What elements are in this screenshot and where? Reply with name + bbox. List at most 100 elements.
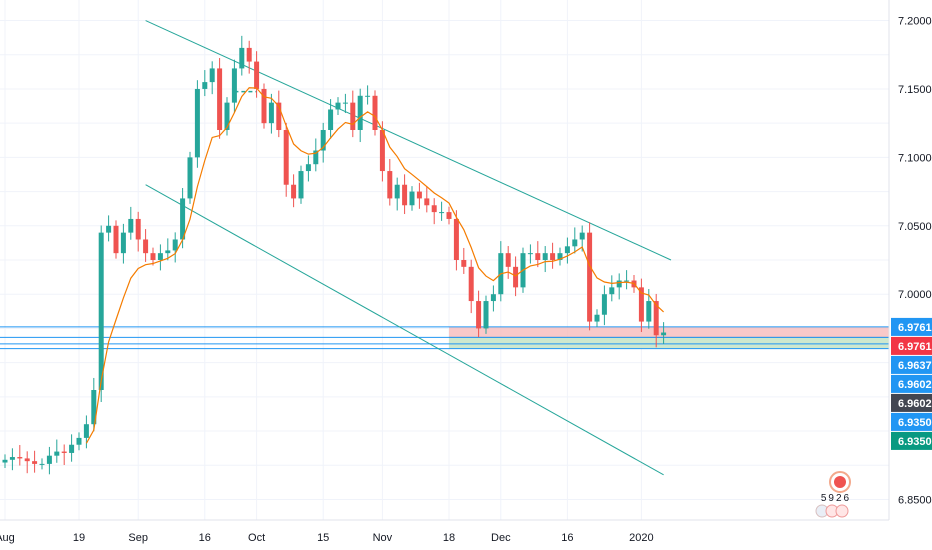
candle — [572, 227, 578, 254]
candle — [424, 186, 430, 213]
candle-body — [409, 191, 415, 206]
candle-body — [180, 198, 186, 240]
candle-body — [157, 253, 163, 260]
candle — [446, 206, 452, 225]
candle-body — [476, 301, 482, 329]
candle — [261, 83, 267, 129]
price-badge-label: 6.9602 — [898, 398, 932, 410]
price-badge-label: 6.9761 — [898, 322, 932, 334]
candle — [283, 122, 289, 197]
price-tick-label: 7.0500 — [898, 221, 932, 233]
candle — [550, 242, 556, 269]
stop-loss-zone — [449, 326, 889, 338]
candle — [165, 238, 171, 261]
candle-body — [601, 294, 607, 315]
candle-body — [357, 95, 363, 130]
time-tick-label: 19 — [73, 532, 85, 544]
candle-body — [379, 130, 385, 172]
candle — [357, 88, 363, 143]
price-badge-bg — [891, 393, 932, 412]
flag-icon — [829, 471, 851, 493]
candle-body — [217, 68, 223, 130]
candle — [409, 186, 415, 211]
candle — [431, 198, 437, 225]
candle — [91, 377, 97, 432]
candle — [113, 220, 119, 259]
candle — [276, 90, 282, 138]
candle-body — [587, 232, 593, 322]
candle — [328, 99, 334, 139]
candle — [527, 244, 533, 264]
price-badge-bg — [891, 355, 932, 374]
candle-body — [513, 266, 519, 288]
candle — [135, 211, 141, 252]
candle-body — [365, 95, 371, 97]
candle-body — [313, 150, 319, 165]
candle — [231, 59, 237, 114]
candle-body — [150, 253, 156, 260]
candle-body — [328, 109, 334, 130]
price-badge: 6.9602 — [891, 393, 932, 412]
candle — [468, 259, 474, 314]
candle — [490, 285, 496, 312]
candle-body — [32, 461, 38, 464]
candle-body — [83, 424, 89, 438]
candle — [335, 97, 341, 115]
candle — [624, 270, 630, 290]
price-axis: 7.2000 7.1500 7.1000 7.0500 7.0000 6.8500 — [898, 16, 932, 507]
candle-body — [39, 463, 45, 465]
candle — [239, 35, 245, 76]
candle-body — [246, 47, 252, 62]
price-tick-label: 7.0000 — [898, 289, 932, 301]
candle — [298, 165, 304, 204]
candle-body — [61, 451, 67, 453]
candle — [320, 122, 326, 163]
price-badge: 6.9602 — [891, 374, 932, 393]
candle — [616, 273, 622, 300]
candle-body — [342, 102, 348, 104]
candle-body — [143, 239, 149, 254]
candle-body — [609, 287, 615, 295]
candle — [32, 450, 38, 473]
candle-body — [128, 218, 134, 233]
candle-body — [439, 212, 445, 214]
time-axis: Aug 19 Sep 16 Oct 15 Nov 18 Dec 16 2020 — [0, 532, 654, 544]
candle-body — [594, 314, 600, 322]
candle — [416, 182, 422, 209]
candle-body — [579, 232, 585, 240]
price-badge-label: 6.9350 — [898, 436, 932, 448]
candle — [557, 247, 563, 266]
price-badge: 6.9637 — [891, 355, 932, 374]
candle — [254, 51, 260, 98]
horizontal-lines — [0, 326, 889, 350]
candle-body — [9, 457, 15, 460]
price-badge: 6.9350 — [891, 431, 932, 450]
price-badge-label: 6.9637 — [898, 360, 932, 372]
candle-body — [291, 184, 297, 199]
candle-body — [638, 287, 644, 322]
candle-body — [268, 102, 274, 124]
price-badge-bg — [891, 317, 932, 336]
candle — [9, 448, 15, 471]
candle-body — [490, 294, 496, 302]
candle — [609, 275, 615, 302]
candle — [2, 454, 8, 468]
candle-body — [661, 332, 667, 336]
time-tick-label: 16 — [199, 532, 211, 544]
price-badge: 6.9761 — [891, 317, 932, 336]
candle-body — [239, 47, 245, 69]
candle — [542, 246, 548, 273]
candle — [461, 247, 467, 274]
candle — [564, 237, 570, 264]
price-badge-label: 6.9761 — [898, 341, 932, 353]
candle-body — [468, 266, 474, 302]
price-badge-bg — [891, 412, 932, 431]
candle-body — [572, 239, 578, 247]
candle — [268, 93, 274, 134]
candle-body — [424, 198, 430, 206]
candle — [76, 432, 82, 451]
candle-body — [69, 444, 75, 453]
take-profit-zone — [449, 337, 889, 349]
